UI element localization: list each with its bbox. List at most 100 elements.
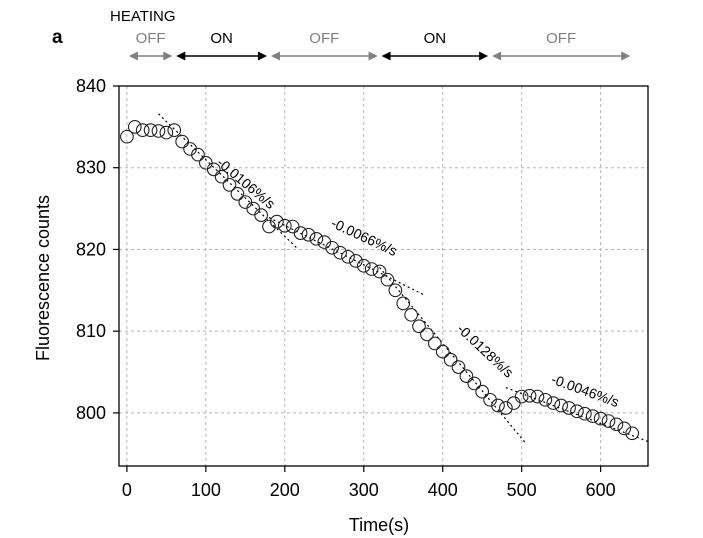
data-point [246,201,261,216]
data-point [514,389,529,404]
data-point [277,218,292,233]
phase-arrow-head-right [368,51,378,61]
data-point [443,352,458,367]
data-point [404,307,418,322]
data-point [475,384,490,399]
y-tick-label: 800 [76,403,106,423]
data-point [206,162,221,177]
y-tick-label: 810 [76,321,106,341]
data-point [530,389,545,404]
data-point [222,178,237,192]
data-point [301,227,316,242]
data-points [120,120,640,441]
phase-arrow-head-right [621,51,631,61]
data-point [435,344,450,359]
slope-annotation: -0.0046%/s [549,371,621,410]
x-tick-label: 100 [191,480,221,500]
data-point [617,421,632,436]
y-axis-label: Fluorescence counts [33,195,53,361]
x-tick-label: 500 [507,480,537,500]
data-point [143,123,158,137]
data-point [120,129,134,144]
x-tick-label: 300 [349,480,379,500]
x-tick-label: 200 [270,480,300,500]
phase-arrow-head-right [163,51,173,61]
data-point [388,283,403,298]
data-point [325,240,340,255]
data-point [420,327,434,342]
phase-arrow-head-right [479,51,489,61]
axes: 0 100 200 300 400 500 600 800 810 820 830 840 [76,76,649,500]
data-point [427,336,442,351]
data-point [451,360,466,374]
data-point [230,187,245,201]
data-point [609,417,624,432]
data-point [570,404,584,419]
slope-annotation: -0.0066%/s [329,215,400,259]
fit-line [379,267,527,444]
phase-arrow-head-left [271,51,281,61]
heating-phase-off: OFF [128,30,173,61]
data-point [356,258,371,273]
plot-frame [118,85,649,467]
y-tick-label: 820 [76,239,106,259]
x-tick-label: 0 [122,480,132,500]
phase-arrow-head-left [492,51,502,61]
data-point [601,414,616,428]
data-point [254,208,268,222]
y-tick-label: 830 [76,158,106,178]
data-point [538,392,553,407]
data-point [554,398,568,413]
data-point [127,120,142,134]
x-tick-label: 600 [586,480,616,500]
data-point [191,147,205,162]
data-point [380,272,395,287]
data-point [522,388,537,403]
heating-label: HEATING [110,8,176,25]
y-tick-label: 840 [76,76,106,96]
x-tick-label: 400 [428,480,458,500]
data-point [625,426,640,441]
heating-phase-on: ON [176,30,268,61]
data-point [585,409,600,424]
phase-label: OFF [546,30,576,47]
phase-label: OFF [136,30,166,47]
data-point [459,369,474,383]
data-point [499,401,513,415]
data-point [135,123,150,137]
data-point [167,123,182,137]
heating-phase-off: OFF [492,30,631,61]
fit-line [158,113,298,249]
data-point [341,249,355,264]
data-point [562,401,576,415]
phase-label: ON [210,30,233,47]
data-point [309,231,324,246]
data-point [175,134,190,149]
data-point [270,214,284,229]
x-axis-label: Time(s) [349,515,409,535]
data-point [491,398,505,413]
data-point [159,125,174,140]
data-point [577,406,592,421]
phase-arrow-head-left [128,51,138,61]
phase-arrow-head-left [176,51,186,61]
data-point [349,254,363,268]
phase-arrow-head-left [381,51,391,61]
heating-phase-on: ON [381,30,489,61]
data-point [364,262,379,276]
slope-annotations: -0.0106%/s-0.0066%/s-0.0128%/s-0.0046%/s [214,154,621,410]
fit-line [505,386,649,443]
heating-phase-bar: OFF ON OFF ON OFF [128,30,631,61]
heating-phase-off: OFF [271,30,378,61]
data-point [593,411,608,426]
data-point [262,219,276,234]
data-point [151,124,166,138]
data-point [467,376,482,391]
data-point [396,296,411,311]
data-point [214,169,229,184]
phase-arrow-head-right [258,51,268,61]
phase-label: OFF [309,30,339,47]
panel-label: a [52,27,63,48]
data-point [333,245,347,260]
